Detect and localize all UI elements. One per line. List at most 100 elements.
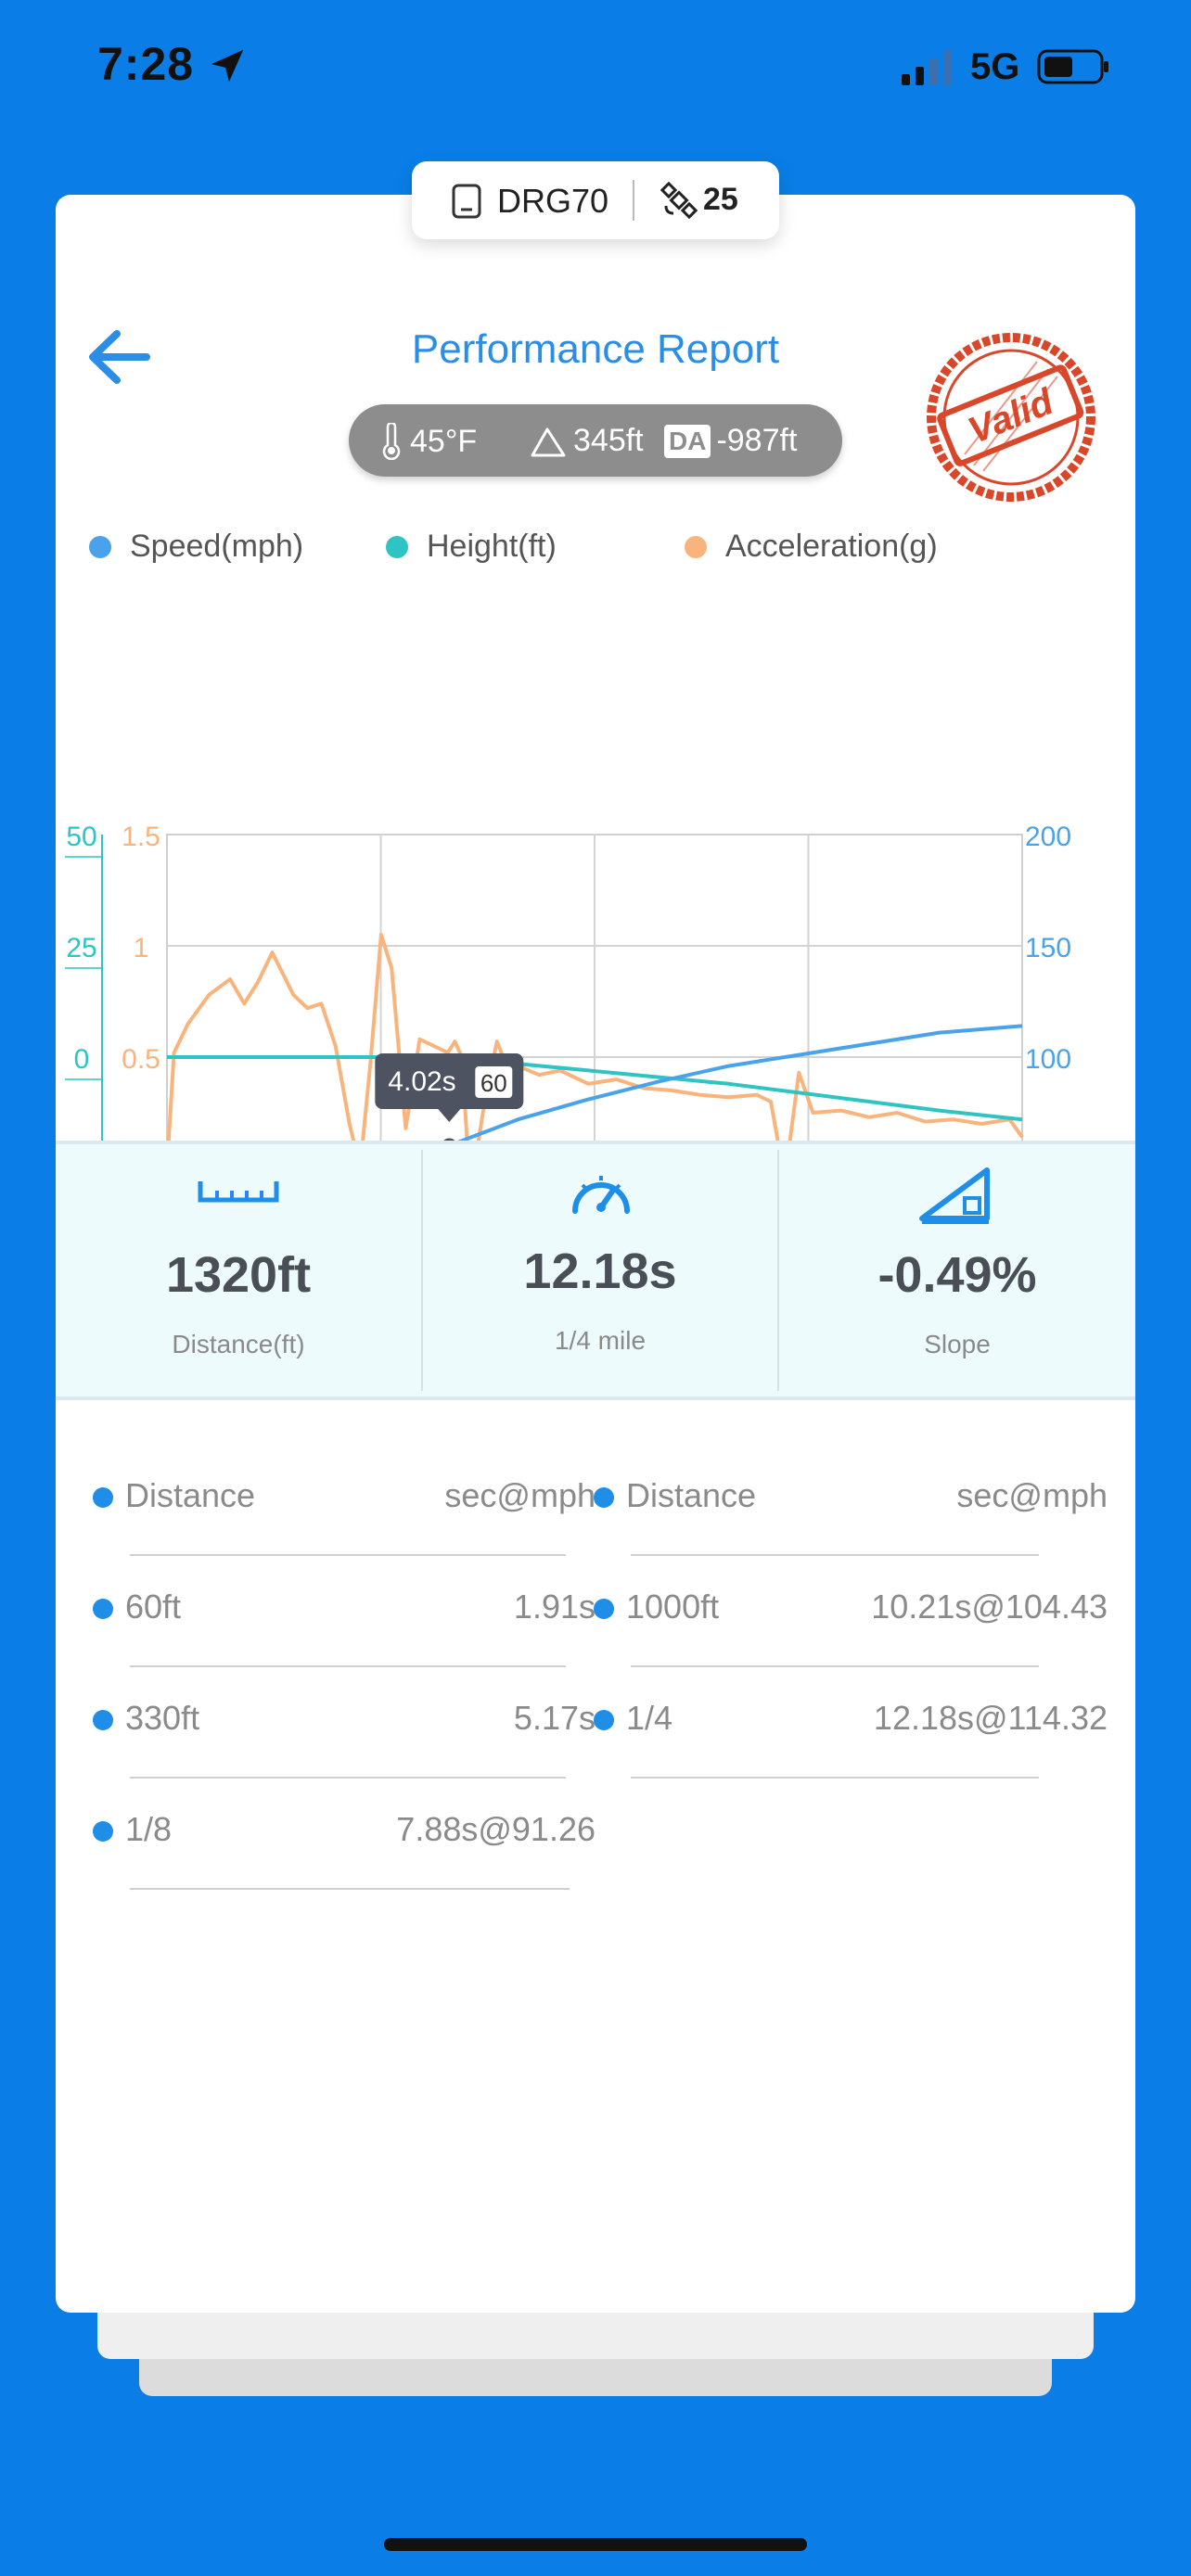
density-altitude-item: DA -987ft [664,423,797,459]
speed-tick-label: 150 [1025,933,1071,963]
chart-legend: Speed(mph) Height(ft) Acceleration(g) [56,529,1135,584]
stat-time-label: 1/4 mile [554,1326,647,1355]
legend-speed-label: Speed(mph) [130,529,304,564]
speedometer-icon [572,1176,630,1214]
split-distance: 1/4 [626,1699,673,1737]
battery-icon [1037,49,1108,84]
performance-report-card: Performance Report 45°F 345ft DA -987ft [56,195,1135,2313]
legend-acceleration[interactable]: Acceleration(g) [685,529,938,565]
legend-speed[interactable]: Speed(mph) [89,529,303,565]
split-distance: 330ft [125,1699,200,1737]
split-value: 10.21s@104.43 [871,1588,1108,1626]
height-tick-label: 0 [74,1044,90,1075]
speed-tick-label: 100 [1025,1044,1071,1075]
split-value: 1.91s [513,1588,596,1626]
valid-stamp: Valid [927,333,1095,502]
legend-speed-dot [89,535,111,558]
split-bullet [93,1821,113,1842]
split-bullet [93,1710,113,1730]
split-divider [130,1554,566,1556]
legend-acceleration-dot [685,535,707,558]
split-divider [130,1665,566,1667]
temperature-item: 45°F [380,423,477,460]
stat-slope: -0.49% Slope [779,1144,1135,1396]
split-row: 330ft 5.17s [56,1678,596,1790]
split-bullet [93,1599,113,1619]
split-distance: 60ft [125,1588,182,1626]
status-bar: 7:28 5G [0,0,1191,139]
split-value: 5.17s [513,1699,596,1737]
legend-height-label: Height(ft) [427,529,557,564]
performance-chart[interactable]: 50250-25-501.510.50-0.52001501005004.02s… [56,593,1135,1298]
device-pill[interactable]: DRG70 25 [412,161,779,239]
split-value: 12.18s@114.32 [873,1699,1108,1737]
split-header-left: Distance sec@mph [56,1456,596,1567]
split-divider [631,1665,1039,1667]
split-row: 1/8 7.88s@91.26 [56,1790,596,1901]
split-row: 60ft 1.91s [56,1567,596,1678]
temperature-value: 45°F [410,423,478,459]
split-value: 7.88s@91.26 [396,1810,596,1848]
stat-distance: 1320ft Distance(ft) [56,1144,421,1396]
tooltip-pointer [438,1109,461,1122]
stat-distance-value: 1320ft [165,1247,312,1303]
altitude-item: 345ft [531,423,644,459]
split-bullet [93,1487,113,1508]
back-arrow-icon[interactable] [82,325,156,389]
mountain-icon [531,427,566,456]
split-header-distance: Distance [626,1476,757,1514]
split-header-secmph: sec@mph [956,1476,1108,1514]
split-header-secmph: sec@mph [444,1476,596,1514]
split-divider [130,1888,570,1890]
split-bullet [594,1487,614,1508]
split-distance: 1000ft [626,1588,720,1626]
split-bullet [594,1599,614,1619]
stat-distance-label: Distance(ft) [172,1330,305,1358]
ruler-icon [198,1181,279,1203]
home-indicator [384,2538,807,2551]
split-header-distance: Distance [125,1476,256,1514]
tooltip-value-badge [475,1066,513,1098]
da-badge: DA [664,424,711,458]
speed-tick-label: 200 [1025,822,1071,852]
slope-icon [919,1167,990,1224]
conditions-pill: 45°F 345ft DA -987ft [349,404,842,477]
status-time: 7:28 [97,38,195,90]
thermometer-icon [382,423,401,460]
stats-panel: 1320ft Distance(ft) 12.18s 1/4 mile -0.4… [56,1141,1135,1400]
acceleration-tick-label: 1 [134,933,149,963]
stat-divider [777,1150,779,1391]
density-altitude-value: -987ft [716,423,798,458]
stat-slope-value: -0.49% [877,1247,1037,1303]
split-divider [631,1554,1039,1556]
pill-divider [633,180,634,221]
tooltip-time: 4.02s [388,1066,455,1097]
satellite-count: 25 [703,182,738,217]
location-arrow-icon [211,49,244,83]
page-title: Performance Report [411,326,780,372]
acceleration-tick-label: 0.5 [122,1044,160,1075]
satellite-icon [660,182,698,219]
device-icon [452,184,481,219]
split-row: 1/4 12.18s@114.32 [594,1678,1108,1790]
legend-height[interactable]: Height(ft) [386,529,557,565]
split-divider [130,1777,566,1779]
legend-acceleration-label: Acceleration(g) [725,529,938,564]
stat-time-value: 12.18s [523,1243,677,1299]
stat-divider [421,1150,423,1391]
acceleration-series-line [165,933,1024,1181]
stat-quarter-mile: 12.18s 1/4 mile [423,1144,777,1396]
height-tick-label: 25 [66,933,96,963]
network-type: 5G [970,46,1020,87]
stat-slope-label: Slope [924,1330,991,1358]
altitude-value: 345ft [573,423,644,458]
legend-height-dot [386,535,408,558]
acceleration-tick-label: 1.5 [122,822,160,852]
split-bullet [594,1710,614,1730]
split-divider [631,1777,1039,1779]
cellular-signal-icon [902,50,952,85]
device-name: DRG70 [497,182,609,220]
tooltip-value: 60 [480,1069,507,1097]
split-distance: 1/8 [125,1810,173,1848]
height-tick-label: 50 [66,822,96,852]
